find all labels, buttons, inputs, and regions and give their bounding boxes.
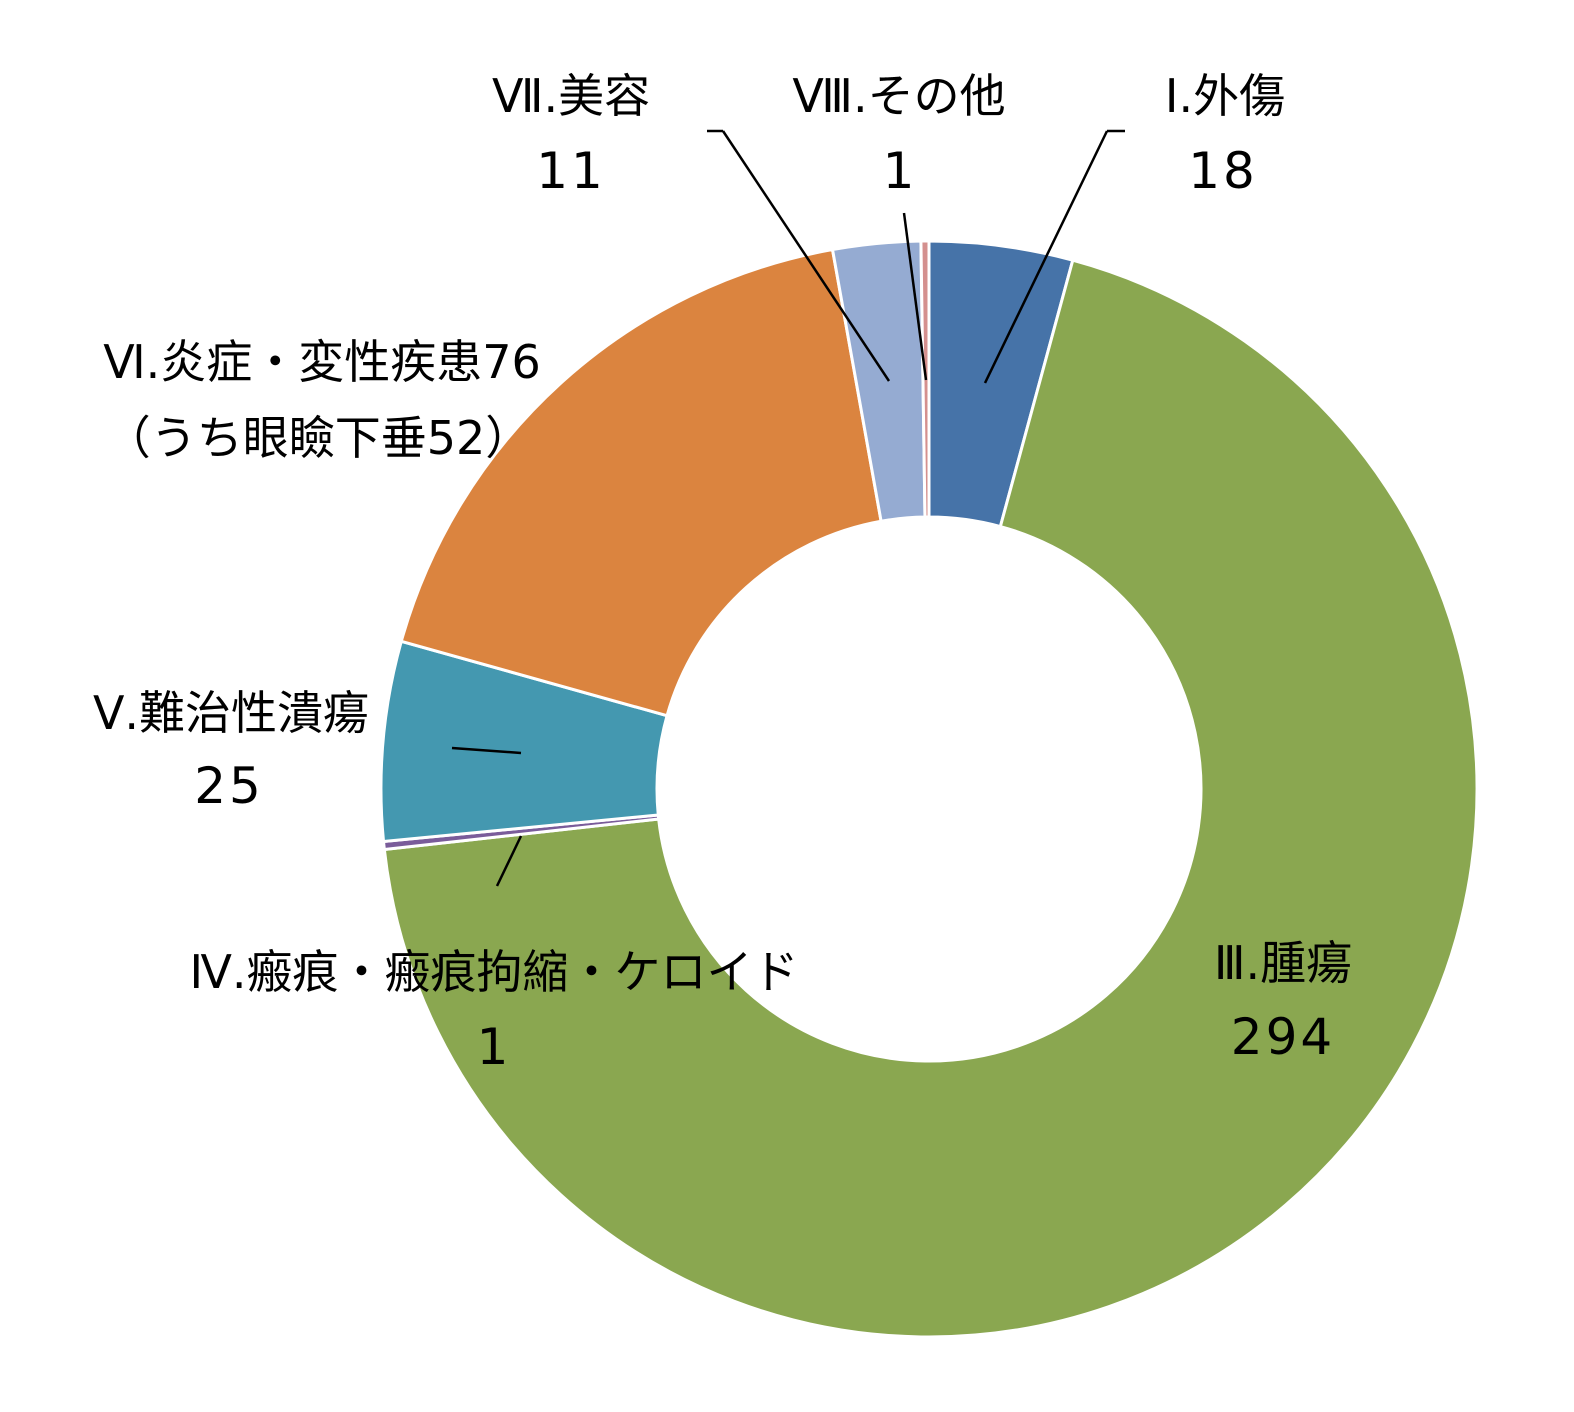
slice-label-scar: Ⅳ.瘢痕・瘢痕拘縮・ケロイド [189, 945, 798, 999]
slice-label-cosmetic: Ⅶ.美容 [492, 69, 650, 123]
slice-label-ulcer: Ⅴ.難治性潰瘍 [93, 686, 369, 740]
slice-label-trauma: Ⅰ.外傷 [1165, 69, 1285, 123]
leader-lines [451, 129, 1125, 887]
slice-sublabel-inflammatory: （うち眼瞼下垂52） [105, 411, 532, 465]
leader-line-trauma [983, 130, 1109, 384]
slice-value-other: 1 [883, 142, 918, 200]
slice-label-tumor: Ⅲ.腫瘍 [1214, 936, 1352, 990]
slice-value-scar: 1 [477, 1018, 512, 1076]
slice-label-other: Ⅷ.その他 [792, 69, 1005, 123]
leader-line-ulcer [451, 746, 522, 755]
data-labels: Ⅰ.外傷 18 Ⅲ.腫瘍 294 Ⅳ.瘢痕・瘢痕拘縮・ケロイド 1 Ⅴ.難治性潰… [93, 69, 1352, 1076]
donut-slices [379, 239, 1479, 1339]
slice-inflammatory [399, 247, 883, 718]
leader-line-cosmetic [721, 130, 891, 382]
slice-value-ulcer: 25 [194, 757, 264, 815]
leader-line-other [902, 212, 928, 381]
slice-value-tumor: 294 [1231, 1008, 1335, 1066]
slice-value-trauma: 18 [1188, 142, 1258, 200]
slice-tumor [382, 258, 1479, 1339]
leader-line-scar [495, 835, 523, 887]
slice-value-cosmetic: 11 [536, 142, 606, 200]
slice-label-inflammatory: Ⅵ.炎症・変性疾患76 [103, 335, 541, 389]
